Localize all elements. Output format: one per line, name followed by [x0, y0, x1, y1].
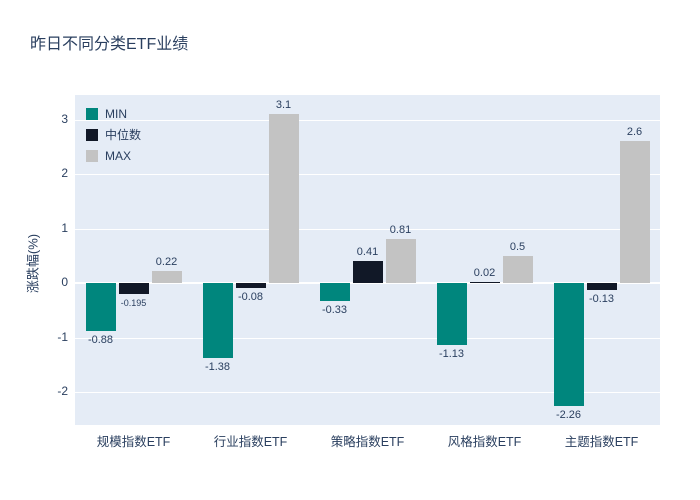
- y-tick-label: 1: [61, 220, 68, 235]
- bar-value-label: -0.33: [321, 304, 348, 317]
- plot-area: -0.88 -0.195 0.22 -1.38 -0.08 3.1 -0.33 0.41 0.8…: [75, 95, 660, 425]
- gridline: [75, 119, 660, 121]
- bar-MIN-主题指数ETF[interactable]: [553, 283, 584, 407]
- bar-value-label: 0.81: [389, 224, 412, 236]
- bar-value-label: -0.13: [588, 293, 615, 306]
- legend: MIN 中位数 MAX: [86, 103, 141, 166]
- bar-中位数-规模指数ETF[interactable]: [118, 283, 149, 294]
- bar-value-label: -0.88: [87, 334, 114, 347]
- legend-item-MIN[interactable]: MIN: [86, 103, 141, 124]
- bar-value-label: 0.22: [155, 256, 178, 269]
- x-tick-label: 行业指数ETF: [213, 435, 288, 449]
- y-tick-label: 0: [61, 275, 68, 290]
- x-tick-label: 策略指数ETF: [330, 435, 405, 449]
- bar-中位数-行业指数ETF[interactable]: [235, 283, 266, 288]
- bar-MIN-策略指数ETF[interactable]: [319, 283, 350, 302]
- bar-中位数-主题指数ETF[interactable]: [586, 283, 617, 291]
- bar-value-label: 3.1: [275, 99, 292, 112]
- gridline: [75, 228, 660, 230]
- bar-value-label: 2.6: [626, 126, 643, 139]
- bar-value-label: -2.26: [555, 409, 582, 422]
- legend-swatch: [86, 128, 98, 141]
- bar-中位数-策略指数ETF[interactable]: [352, 260, 383, 284]
- legend-item-MAX[interactable]: MAX: [86, 145, 141, 166]
- legend-item-中位数[interactable]: 中位数: [86, 124, 141, 145]
- bar-value-label: -0.08: [237, 290, 264, 303]
- bar-value-label: 0.02: [473, 267, 496, 280]
- y-tick-label: -1: [57, 329, 68, 344]
- y-tick-label: 2: [61, 166, 68, 181]
- legend-label: 中位数: [105, 128, 142, 142]
- zero-line: [75, 282, 660, 285]
- x-tick-label: 主题指数ETF: [564, 435, 639, 449]
- legend-swatch: [86, 107, 98, 120]
- gridline: [75, 392, 660, 394]
- bar-value-label: -1.38: [204, 361, 231, 374]
- bar-MAX-策略指数ETF[interactable]: [385, 239, 416, 284]
- bar-value-label: 0.41: [356, 245, 379, 258]
- bar-MAX-主题指数ETF[interactable]: [619, 141, 650, 284]
- bar-MAX-行业指数ETF[interactable]: [268, 114, 299, 284]
- bar-value-label: -0.195: [120, 297, 147, 308]
- bar-MIN-行业指数ETF[interactable]: [202, 283, 233, 359]
- y-tick-label: -2: [57, 384, 68, 399]
- bar-MIN-规模指数ETF[interactable]: [85, 283, 116, 332]
- bar-中位数-风格指数ETF[interactable]: [469, 282, 500, 284]
- chart-title: 昨日不同分类ETF业绩: [30, 36, 189, 53]
- gridline: [75, 174, 660, 176]
- x-tick-label: 风格指数ETF: [447, 435, 522, 449]
- gridline: [75, 337, 660, 339]
- bar-MAX-风格指数ETF[interactable]: [502, 255, 533, 284]
- legend-swatch: [86, 149, 98, 162]
- x-tick-label: 规模指数ETF: [96, 435, 171, 449]
- y-tick-label: 3: [61, 111, 68, 126]
- bar-MAX-规模指数ETF[interactable]: [151, 271, 182, 284]
- bar-value-label: 0.5: [509, 240, 526, 253]
- bar-MIN-风格指数ETF[interactable]: [436, 283, 467, 345]
- legend-label: MIN: [105, 106, 127, 121]
- bar-value-label: -1.13: [438, 347, 465, 360]
- legend-label: MAX: [105, 148, 132, 163]
